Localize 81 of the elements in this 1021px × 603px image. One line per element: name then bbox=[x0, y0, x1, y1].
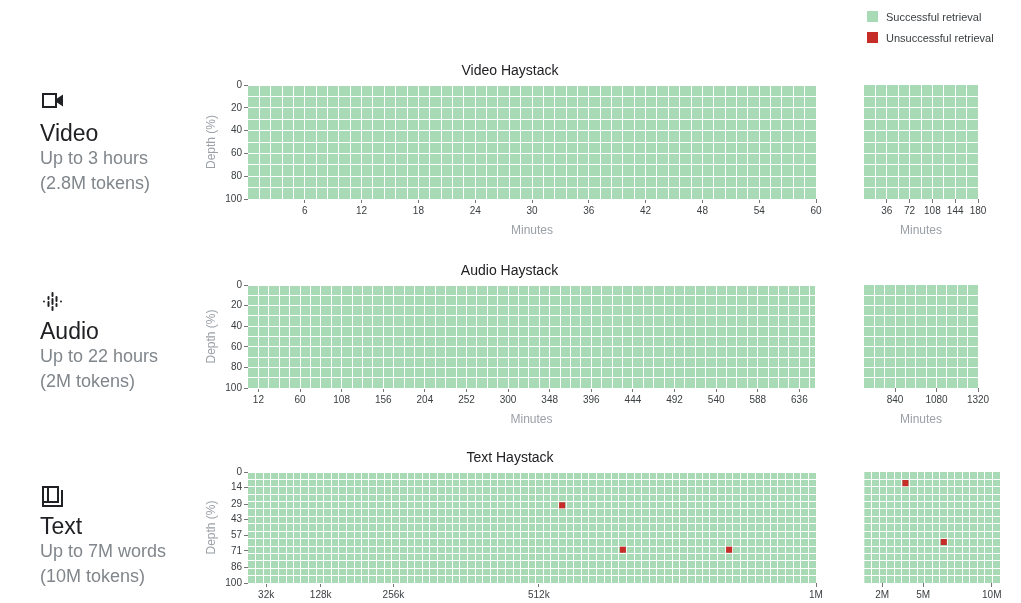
y-tick-label: 100 bbox=[225, 381, 243, 393]
x-tick-label: 48 bbox=[696, 204, 709, 216]
x-tick-label: 36 bbox=[583, 204, 595, 216]
y-tick-label: 14 bbox=[230, 481, 243, 493]
x-tick-label: 32k bbox=[258, 588, 276, 600]
x-tick-label: 1320 bbox=[966, 393, 990, 405]
text: (2M tokens) bbox=[40, 369, 136, 393]
x-tick-label: 72 bbox=[904, 204, 916, 216]
x-tick-label: 636 bbox=[791, 393, 809, 405]
y-tick-label: 40 bbox=[230, 319, 243, 331]
x-tick-label: 10M bbox=[982, 588, 1002, 600]
x-tick-label: 18 bbox=[412, 204, 425, 216]
text: Up to 7M words bbox=[40, 540, 167, 563]
x-axis-title: Minutes bbox=[899, 412, 943, 427]
x-tick-label: 12 bbox=[356, 204, 368, 216]
y-tick-label: 0 bbox=[236, 278, 243, 290]
x-tick-label: 540 bbox=[707, 393, 725, 405]
x-tick-label: 204 bbox=[416, 393, 434, 405]
y-tick-label: 0 bbox=[236, 78, 243, 90]
x-tick-label: 492 bbox=[666, 393, 684, 405]
y-tick-label: 43 bbox=[230, 513, 243, 525]
x-tick-label: 2M bbox=[875, 588, 890, 600]
text: Audio bbox=[40, 317, 99, 345]
x-tick-label: 252 bbox=[458, 393, 476, 405]
text: Up to 3 hours bbox=[40, 147, 149, 170]
text: Video bbox=[40, 119, 99, 147]
x-tick-label: 396 bbox=[582, 393, 601, 405]
chart-title: Video Haystack bbox=[461, 62, 560, 79]
y-tick-label: 71 bbox=[230, 544, 243, 556]
y-tick-label: 20 bbox=[230, 101, 243, 113]
x-tick-label: 512k bbox=[527, 588, 551, 600]
y-tick-label: 80 bbox=[230, 169, 243, 181]
y-axis-title: Depth (%) bbox=[203, 309, 218, 364]
y-tick-label: 57 bbox=[230, 529, 243, 541]
chart-title: Audio Haystack bbox=[460, 262, 560, 279]
y-tick-label: 86 bbox=[230, 561, 243, 573]
y-axis-title: Depth (%) bbox=[203, 114, 218, 170]
x-tick-label: 156 bbox=[374, 393, 393, 405]
x-tick-label: 144 bbox=[946, 204, 964, 216]
y-tick-label: 0 bbox=[236, 465, 243, 477]
x-tick-label: 6 bbox=[302, 204, 309, 216]
legend-label: Successful retrieval bbox=[886, 10, 982, 23]
x-axis-title: Minutes bbox=[510, 412, 553, 427]
x-tick-label: 42 bbox=[640, 204, 652, 216]
x-tick-label: 588 bbox=[749, 393, 767, 405]
x-tick-label: 108 bbox=[924, 204, 942, 216]
x-axis-title: Minutes bbox=[899, 223, 943, 238]
x-tick-label: 108 bbox=[333, 393, 351, 405]
y-tick-label: 40 bbox=[230, 124, 243, 136]
x-tick-label: 12 bbox=[252, 393, 265, 405]
x-tick-label: 36 bbox=[881, 204, 893, 216]
x-tick-label: 1M bbox=[809, 588, 823, 600]
x-tick-label: 444 bbox=[624, 393, 642, 405]
text: (2.8M tokens) bbox=[40, 171, 151, 195]
y-tick-label: 100 bbox=[225, 192, 243, 204]
y-axis-title: Depth (%) bbox=[203, 500, 218, 555]
x-tick-label: 1080 bbox=[925, 393, 949, 405]
y-tick-label: 20 bbox=[230, 299, 243, 311]
x-tick-label: 300 bbox=[499, 393, 517, 405]
x-tick-label: 348 bbox=[541, 393, 559, 405]
text: (10M tokens) bbox=[40, 564, 146, 588]
text: Text bbox=[40, 512, 83, 540]
x-tick-label: 840 bbox=[886, 393, 904, 405]
y-tick-label: 80 bbox=[230, 361, 243, 373]
x-tick-label: 60 bbox=[294, 393, 307, 405]
x-axis-title: Minutes bbox=[510, 223, 554, 238]
y-tick-label: 60 bbox=[230, 147, 243, 159]
x-tick-label: 180 bbox=[969, 204, 987, 216]
x-tick-label: 60 bbox=[810, 204, 822, 216]
x-tick-label: 30 bbox=[526, 204, 538, 216]
y-tick-label: 29 bbox=[230, 497, 243, 509]
chart-title: Text Haystack bbox=[466, 449, 555, 466]
x-tick-label: 24 bbox=[469, 204, 482, 216]
legend-label: Unsuccessful retrieval bbox=[886, 31, 994, 44]
y-tick-label: 60 bbox=[230, 340, 243, 352]
x-tick-label: 256k bbox=[382, 588, 406, 600]
x-tick-label: 54 bbox=[753, 204, 766, 216]
text: Up to 22 hours bbox=[40, 345, 159, 368]
y-tick-label: 100 bbox=[225, 576, 243, 588]
x-tick-label: 128k bbox=[309, 588, 333, 600]
x-tick-label: 5M bbox=[916, 588, 931, 600]
